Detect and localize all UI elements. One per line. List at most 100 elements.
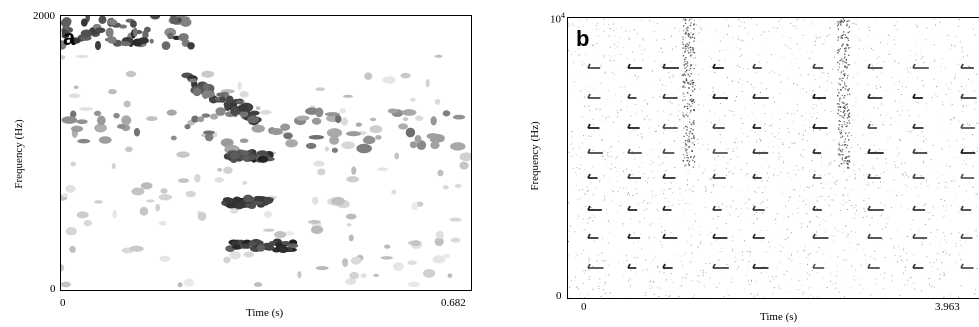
broadband-streak <box>690 156 692 159</box>
broadband-streak <box>840 36 842 39</box>
broadband-streak <box>693 144 696 146</box>
noise-speck <box>788 258 790 260</box>
noise-speck <box>588 259 590 261</box>
noise-speck <box>906 235 908 237</box>
noise-speck <box>851 46 853 48</box>
noise-speck <box>919 21 921 23</box>
noise-speck <box>816 251 818 253</box>
noise-speck <box>607 151 609 153</box>
broadband-streak <box>683 135 685 138</box>
broadband-streak <box>683 73 685 75</box>
broadband-streak <box>846 89 849 91</box>
noise-speck <box>650 163 652 165</box>
noise-speck <box>572 284 574 286</box>
broadband-streak <box>683 115 685 118</box>
noise-speck <box>885 158 887 160</box>
noise-speck <box>584 206 586 208</box>
noise-speck <box>941 128 943 130</box>
broadband-streak <box>691 132 693 135</box>
noise-speck <box>789 37 791 39</box>
harmonic-band <box>256 150 268 156</box>
broadband-streak <box>691 36 693 38</box>
noise-speck <box>635 188 637 190</box>
noise-speck <box>812 90 814 92</box>
noise-speck <box>680 74 682 76</box>
noise-speck <box>723 296 725 298</box>
noise-speck <box>648 238 650 240</box>
energy-blob <box>161 41 171 51</box>
noise-blob <box>384 244 391 249</box>
noise-speck <box>781 142 783 144</box>
broadband-streak <box>846 44 848 47</box>
noise-speck <box>954 76 956 78</box>
noise-speck <box>849 188 851 190</box>
noise-speck <box>921 290 923 292</box>
noise-speck <box>692 229 694 231</box>
noise-blob <box>297 271 302 279</box>
noise-speck <box>698 166 700 168</box>
call-mark <box>752 173 762 179</box>
noise-speck <box>947 86 949 88</box>
noise-speck <box>930 158 932 160</box>
broadband-streak <box>846 77 849 79</box>
noise-speck <box>825 230 827 232</box>
broadband-streak <box>691 150 694 152</box>
broadband-streak <box>839 98 841 100</box>
noise-speck <box>933 78 935 80</box>
noise-speck <box>898 62 900 64</box>
noise-speck <box>942 174 944 176</box>
noise-speck <box>787 216 789 218</box>
noise-speck <box>764 186 766 188</box>
broadband-streak <box>839 78 841 80</box>
noise-speck <box>944 83 946 85</box>
noise-speck <box>904 184 906 186</box>
broadband-streak <box>686 69 688 71</box>
noise-speck <box>858 28 860 30</box>
noise-speck <box>807 74 809 76</box>
noise-speck <box>920 53 922 55</box>
noise-speck <box>723 49 725 51</box>
noise-speck <box>720 208 722 210</box>
noise-speck <box>634 59 636 61</box>
noise-speck <box>870 294 872 296</box>
noise-speck <box>574 51 576 53</box>
noise-speck <box>573 62 575 64</box>
broadband-streak <box>684 67 686 69</box>
noise-speck <box>604 285 606 287</box>
noise-blob <box>312 196 319 205</box>
noise-speck <box>834 182 836 184</box>
noise-speck <box>915 59 917 61</box>
noise-speck <box>949 95 951 97</box>
noise-speck <box>701 138 703 140</box>
broadband-streak <box>844 95 846 97</box>
broadband-streak <box>847 160 849 162</box>
noise-speck <box>905 252 907 254</box>
noise-speck <box>797 212 799 214</box>
call-mark <box>867 233 882 239</box>
noise-speck <box>817 153 819 155</box>
noise-blob <box>362 135 376 145</box>
noise-speck <box>802 200 804 202</box>
noise-speck <box>570 143 572 145</box>
noise-speck <box>976 193 978 195</box>
noise-speck <box>974 108 976 110</box>
noise-speck <box>877 107 879 109</box>
noise-speck <box>852 77 854 79</box>
noise-speck <box>966 105 968 107</box>
noise-speck <box>783 112 785 114</box>
noise-speck <box>637 76 639 78</box>
noise-speck <box>660 62 662 64</box>
noise-speck <box>743 21 745 23</box>
noise-speck <box>754 34 756 36</box>
broadband-streak <box>692 33 695 35</box>
noise-speck <box>842 195 844 197</box>
noise-speck <box>699 87 701 89</box>
broadband-streak <box>691 102 694 105</box>
noise-speck <box>660 218 662 220</box>
noise-speck <box>906 68 908 70</box>
noise-speck <box>674 27 676 29</box>
call-mark <box>960 263 974 269</box>
noise-speck <box>585 137 587 139</box>
noise-speck <box>588 195 590 197</box>
noise-blob <box>331 196 345 206</box>
